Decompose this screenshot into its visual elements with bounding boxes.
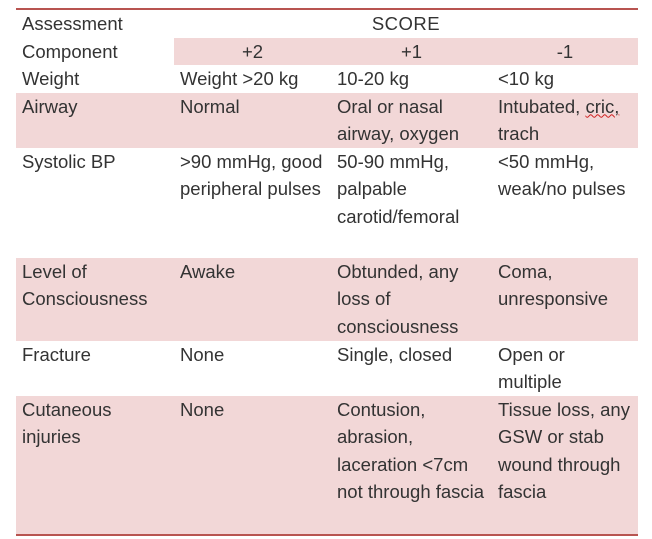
cell-minus1-part3: trach [498, 123, 540, 144]
cell-plus2: Weight >20 kg [180, 68, 299, 89]
header-component-text: Component [22, 40, 118, 62]
cell-component: Systolic BP [22, 150, 116, 172]
header-score-text: SCORE [371, 13, 441, 34]
table-row-airway: Airway Normal Oral or nasal airway, oxyg… [16, 92, 638, 148]
cell-plus2: Awake [174, 257, 331, 341]
cell-plus2: >90 mmHg, good peripheral pulses [180, 150, 323, 200]
header-points-plus1-text: +1 [400, 40, 423, 62]
cell-plus1: Oral or nasal airway, oxygen [331, 92, 492, 148]
header-subrow: Component +2 +1 -1 [16, 37, 638, 65]
header-points-plus2-text: +2 [241, 40, 264, 62]
header-points-plus1: +1 [331, 37, 492, 65]
table-row-systolic-bp: Systolic BP >90 mmHg, good peripheral pu… [16, 148, 638, 258]
cell-component: Fracture [22, 343, 91, 365]
cell-plus2: None [174, 395, 331, 536]
cell-plus1: Contusion, abrasion, laceration <7cm not… [331, 395, 492, 536]
table-row-consciousness: Level of Consciousness Awake Obtunded, a… [16, 257, 638, 341]
cell-minus1: Open or multiple [498, 343, 565, 393]
trauma-score-table: Assessment SCORE Component +2 +1 -1 Weig… [16, 8, 638, 536]
cell-minus1: Tissue loss, any GSW or stab wound throu… [492, 395, 638, 536]
cell-plus1: 10-20 kg [337, 68, 409, 89]
cell-component: Cutaneous injuries [16, 395, 174, 536]
cell-minus1: <50 mmHg, weak/no pulses [498, 150, 626, 200]
header-points-minus1: -1 [492, 37, 638, 65]
cell-minus1: Intubated, cric, trach [492, 92, 638, 148]
cell-component: Airway [16, 92, 174, 148]
header-points-minus1-text: -1 [556, 40, 574, 62]
table-row-fracture: Fracture None Single, closed Open or mul… [16, 341, 638, 396]
cell-plus2: Normal [174, 92, 331, 148]
header-assessment: Assessment [16, 8, 174, 38]
header-row: Assessment SCORE [16, 8, 638, 38]
header-score: SCORE [174, 8, 638, 38]
header-component: Component [16, 37, 174, 65]
cell-plus2: None [180, 343, 225, 365]
cell-minus1-cric: cric, [585, 95, 620, 117]
cell-minus1: <10 kg [498, 68, 555, 89]
cell-minus1-part1: Intubated, [498, 95, 586, 117]
header-assessment-text: Assessment [22, 13, 123, 34]
cell-plus1: 50-90 mmHg, palpable carotid/femoral [337, 150, 460, 227]
cell-plus1: Obtunded, any loss of consciousness [331, 257, 492, 341]
cell-minus1: Coma, unresponsive [492, 257, 638, 341]
table-row-cutaneous: Cutaneous injuries None Contusion, abras… [16, 395, 638, 536]
trauma-score-table-container: Assessment SCORE Component +2 +1 -1 Weig… [16, 8, 638, 536]
cell-component: Weight [22, 68, 80, 89]
table-row-weight: Weight Weight >20 kg 10-20 kg <10 kg [16, 65, 638, 93]
cell-component: Level of Consciousness [16, 257, 174, 341]
header-points-plus2: +2 [174, 37, 331, 65]
cell-plus1: Single, closed [337, 343, 453, 365]
